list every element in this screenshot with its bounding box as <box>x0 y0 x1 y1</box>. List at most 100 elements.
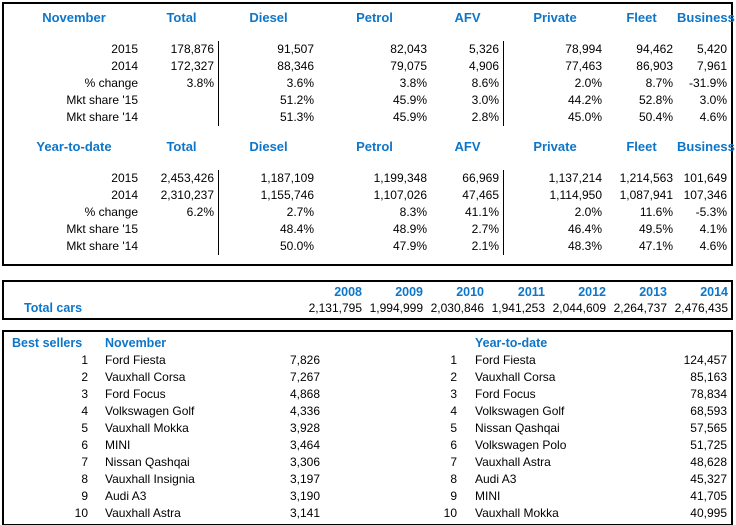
sales-value-cell: 3,197 <box>289 472 320 486</box>
value-cell: 1,087,941 <box>619 188 673 202</box>
rank-cell: 4 <box>81 404 88 418</box>
year-header: 2008 <box>334 285 362 299</box>
row-label: 2015 <box>111 171 138 185</box>
value-cell: 1,137,214 <box>548 171 602 185</box>
best-sellers-rows: 1 Ford Fiesta 7,826 1 Ford Fiesta 124,457 2 Vau… <box>4 352 731 522</box>
value-cell: 45.9% <box>392 110 427 124</box>
value-cell: 5,420 <box>696 42 727 56</box>
model-name-cell: Vauxhall Astra <box>105 506 181 520</box>
value-cell: 91,507 <box>277 42 314 56</box>
value-cell: 79,075 <box>390 59 427 73</box>
value-cell: 47.1% <box>638 239 673 253</box>
value-cell: 2.7% <box>431 221 504 238</box>
model-name-cell: Vauxhall Astra <box>475 455 551 469</box>
model-name-cell: Vauxhall Insignia <box>105 472 195 486</box>
value-cell: 1,155,746 <box>260 188 314 202</box>
section-label: November <box>42 10 106 25</box>
model-name-cell: Nissan Qashqai <box>105 455 190 469</box>
table-row: % change 6.2% 2.7% 8.3% 41.1% 2.0% 11.6% -5.3% <box>4 204 731 221</box>
header-spacer <box>651 335 731 352</box>
sales-value-cell: 40,995 <box>690 506 727 520</box>
rank-cell: 3 <box>450 387 457 401</box>
value-cell: 77,463 <box>565 59 602 73</box>
header-gap <box>4 156 731 170</box>
value-cell: 1,214,563 <box>619 171 673 185</box>
value-cell <box>144 109 219 126</box>
value-cell: 5,326 <box>431 41 504 58</box>
year-header: 2013 <box>639 285 667 299</box>
rank-cell: 8 <box>450 472 457 486</box>
header-gap <box>4 27 731 41</box>
table-row: % change 3.8% 3.6% 3.8% 8.6% 2.0% 8.7% -31.9% <box>4 75 731 92</box>
value-cell: 2,310,237 <box>144 187 219 204</box>
value-cell: 51.3% <box>279 110 314 124</box>
value-cell: 3.8% <box>144 75 219 92</box>
row-label: 2014 <box>111 188 138 202</box>
model-name-cell: Ford Focus <box>475 387 536 401</box>
row-label: 2015 <box>111 42 138 56</box>
value-cell: -5.3% <box>695 205 727 219</box>
value-cell: 86,903 <box>636 59 673 73</box>
value-cell: 2.0% <box>574 76 602 90</box>
value-cell: 3.6% <box>286 76 314 90</box>
total-cars-value: 2,030,846 <box>430 301 484 315</box>
value-cell: 2.7% <box>286 205 314 219</box>
value-cell: 172,327 <box>144 58 219 75</box>
header-row: November Total Diesel Petrol AFV Private Fleet… <box>4 9 735 27</box>
value-cell: 48.4% <box>279 222 314 236</box>
year-header: 2014 <box>700 285 728 299</box>
section-label: Year-to-date <box>36 139 112 154</box>
rank-cell: 7 <box>81 455 88 469</box>
value-cell: 48.3% <box>567 239 602 253</box>
sales-value-cell: 78,834 <box>690 387 727 401</box>
value-cell <box>144 238 219 255</box>
rank-cell: 10 <box>74 506 88 520</box>
sales-value-cell: 7,267 <box>289 370 320 384</box>
value-cell: 2.1% <box>431 238 504 255</box>
value-cell: 78,994 <box>565 42 602 56</box>
monthly-section: November Total Diesel Petrol AFV Private Fleet… <box>4 9 735 126</box>
value-cell: 8.6% <box>431 75 504 92</box>
rank-cell: 6 <box>450 438 457 452</box>
best-seller-row: 9 Audi A3 3,190 9 MINI 41,705 <box>4 488 731 505</box>
rank-cell: 3 <box>81 387 88 401</box>
value-cell: 3.8% <box>399 76 427 90</box>
sales-value-cell: 57,565 <box>690 421 727 435</box>
value-cell: 101,649 <box>683 171 727 185</box>
value-cell: 2.8% <box>431 109 504 126</box>
header-spacer <box>240 335 322 352</box>
year-header: 2012 <box>578 285 606 299</box>
value-cell: 178,876 <box>144 41 219 58</box>
column-header-total: Total <box>166 139 197 154</box>
rank-cell: 9 <box>450 489 457 503</box>
value-cell <box>144 221 219 238</box>
year-header: 2011 <box>517 285 545 299</box>
value-cell: 4.6% <box>699 239 727 253</box>
value-cell: 4,906 <box>431 58 504 75</box>
value-cell: 47,465 <box>431 187 504 204</box>
sales-value-cell: 3,464 <box>289 438 320 452</box>
value-cell <box>144 92 219 109</box>
model-name-cell: Vauxhall Corsa <box>105 370 186 384</box>
sales-value-cell: 4,336 <box>289 404 320 418</box>
column-header-diesel: Diesel <box>249 139 288 154</box>
total-cars-value: 2,264,737 <box>613 301 667 315</box>
value-cell: 45.0% <box>567 110 602 124</box>
model-name-cell: Vauxhall Corsa <box>475 370 556 384</box>
column-header-petrol: Petrol <box>356 10 393 25</box>
sales-value-cell: 51,725 <box>690 438 727 452</box>
value-cell: 45.9% <box>392 93 427 107</box>
model-name-cell: MINI <box>475 489 501 503</box>
rank-cell: 7 <box>450 455 457 469</box>
model-name-cell: Ford Fiesta <box>475 353 536 367</box>
sales-value-cell: 85,163 <box>690 370 727 384</box>
model-name-cell: Vauxhall Mokka <box>105 421 189 435</box>
table-row: Mkt share '15 48.4% 48.9% 2.7% 46.4% 49.5% 4.1… <box>4 221 731 238</box>
column-header-afv: AFV <box>454 10 481 25</box>
model-name-cell: Vauxhall Mokka <box>475 506 559 520</box>
model-name-cell: Ford Fiesta <box>105 353 166 367</box>
value-cell: 48.9% <box>392 222 427 236</box>
model-name-cell: Volkswagen Polo <box>475 438 567 452</box>
value-cell: 6.2% <box>144 204 219 221</box>
value-cell: 4.1% <box>699 222 727 236</box>
